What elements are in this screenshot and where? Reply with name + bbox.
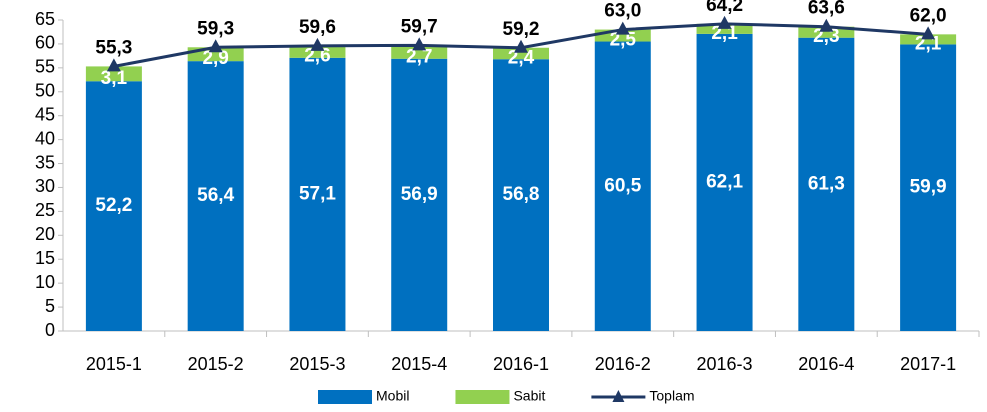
y-tick-label: 45 bbox=[35, 104, 55, 124]
data-label: 62,1 bbox=[706, 171, 743, 192]
y-tick-label: 40 bbox=[35, 128, 55, 148]
data-label: 59,6 bbox=[299, 17, 336, 38]
data-label: 2,4 bbox=[508, 48, 535, 69]
data-label: 2,7 bbox=[406, 46, 432, 67]
bar bbox=[85, 81, 142, 332]
data-label: 56,9 bbox=[401, 184, 438, 205]
marker bbox=[412, 37, 427, 51]
legend-marker bbox=[612, 390, 625, 402]
y-tick-label: 0 bbox=[45, 320, 55, 340]
bar bbox=[900, 44, 957, 331]
data-label: 63,6 bbox=[808, 0, 845, 19]
data-label: 52,2 bbox=[95, 195, 132, 216]
y-tick-label: 65 bbox=[35, 9, 55, 29]
data-label: 61,3 bbox=[808, 173, 845, 194]
bar bbox=[289, 45, 346, 58]
marker bbox=[615, 21, 630, 35]
data-label: 64,2 bbox=[706, 0, 743, 16]
bar bbox=[391, 58, 448, 332]
y-tick-label: 55 bbox=[35, 57, 55, 77]
x-tick-label: 2016-1 bbox=[493, 354, 549, 374]
data-label: 59,9 bbox=[910, 177, 947, 198]
x-tick-label: 2015-3 bbox=[289, 354, 345, 374]
marker bbox=[106, 58, 121, 72]
data-label: 3,1 bbox=[101, 68, 128, 89]
data-label: 56,8 bbox=[503, 184, 540, 205]
data-label: 62,0 bbox=[910, 5, 947, 26]
bar bbox=[187, 61, 244, 331]
legend-label: Mobil bbox=[376, 388, 409, 404]
marker bbox=[819, 18, 834, 32]
y-tick-label: 30 bbox=[35, 176, 55, 196]
bar bbox=[696, 33, 753, 331]
marker bbox=[921, 26, 936, 40]
x-tick-label: 2015-1 bbox=[86, 354, 142, 374]
bar bbox=[493, 47, 549, 60]
data-label: 55,3 bbox=[95, 37, 132, 58]
x-tick-label: 2015-2 bbox=[188, 354, 244, 374]
x-tick-label: 2015-4 bbox=[391, 354, 447, 374]
legend-swatch bbox=[455, 390, 510, 404]
data-label: 56,4 bbox=[197, 185, 234, 206]
bar bbox=[594, 29, 651, 42]
legend-swatch bbox=[318, 390, 372, 404]
x-tick-label: 2016-4 bbox=[798, 354, 854, 374]
data-label: 2,6 bbox=[304, 46, 330, 67]
data-label: 59,3 bbox=[197, 18, 234, 39]
y-tick-label: 15 bbox=[35, 248, 55, 268]
bar bbox=[798, 37, 855, 332]
y-tick-label: 20 bbox=[35, 224, 55, 244]
marker bbox=[310, 37, 325, 51]
data-label: 63,0 bbox=[604, 1, 641, 22]
legend-label: Toplam bbox=[649, 388, 694, 404]
legend-label: Sabit bbox=[513, 388, 545, 404]
data-label: 59,2 bbox=[503, 19, 540, 40]
marker bbox=[208, 39, 223, 53]
bar bbox=[594, 41, 651, 332]
bar bbox=[289, 57, 346, 331]
bar bbox=[391, 45, 448, 59]
x-tick-label: 2016-3 bbox=[697, 354, 753, 374]
data-label: 2,9 bbox=[202, 48, 228, 69]
bar bbox=[798, 26, 855, 38]
data-label: 57,1 bbox=[299, 183, 336, 204]
y-tick-label: 50 bbox=[35, 81, 55, 101]
y-tick-label: 10 bbox=[35, 272, 55, 292]
x-tick-label: 2016-2 bbox=[595, 354, 651, 374]
y-tick-label: 25 bbox=[35, 200, 55, 220]
bar bbox=[900, 34, 957, 45]
marker bbox=[514, 39, 528, 53]
bar bbox=[85, 66, 142, 82]
marker bbox=[717, 15, 732, 29]
data-label: 2,5 bbox=[610, 30, 637, 51]
x-tick-label: 2017-1 bbox=[900, 354, 956, 374]
bar bbox=[696, 23, 753, 34]
data-label: 60,5 bbox=[604, 175, 641, 196]
y-tick-label: 35 bbox=[35, 152, 55, 172]
bar bbox=[493, 59, 549, 331]
y-tick-label: 5 bbox=[45, 296, 55, 316]
data-label: 59,7 bbox=[401, 16, 438, 37]
y-tick-label: 60 bbox=[35, 33, 55, 53]
